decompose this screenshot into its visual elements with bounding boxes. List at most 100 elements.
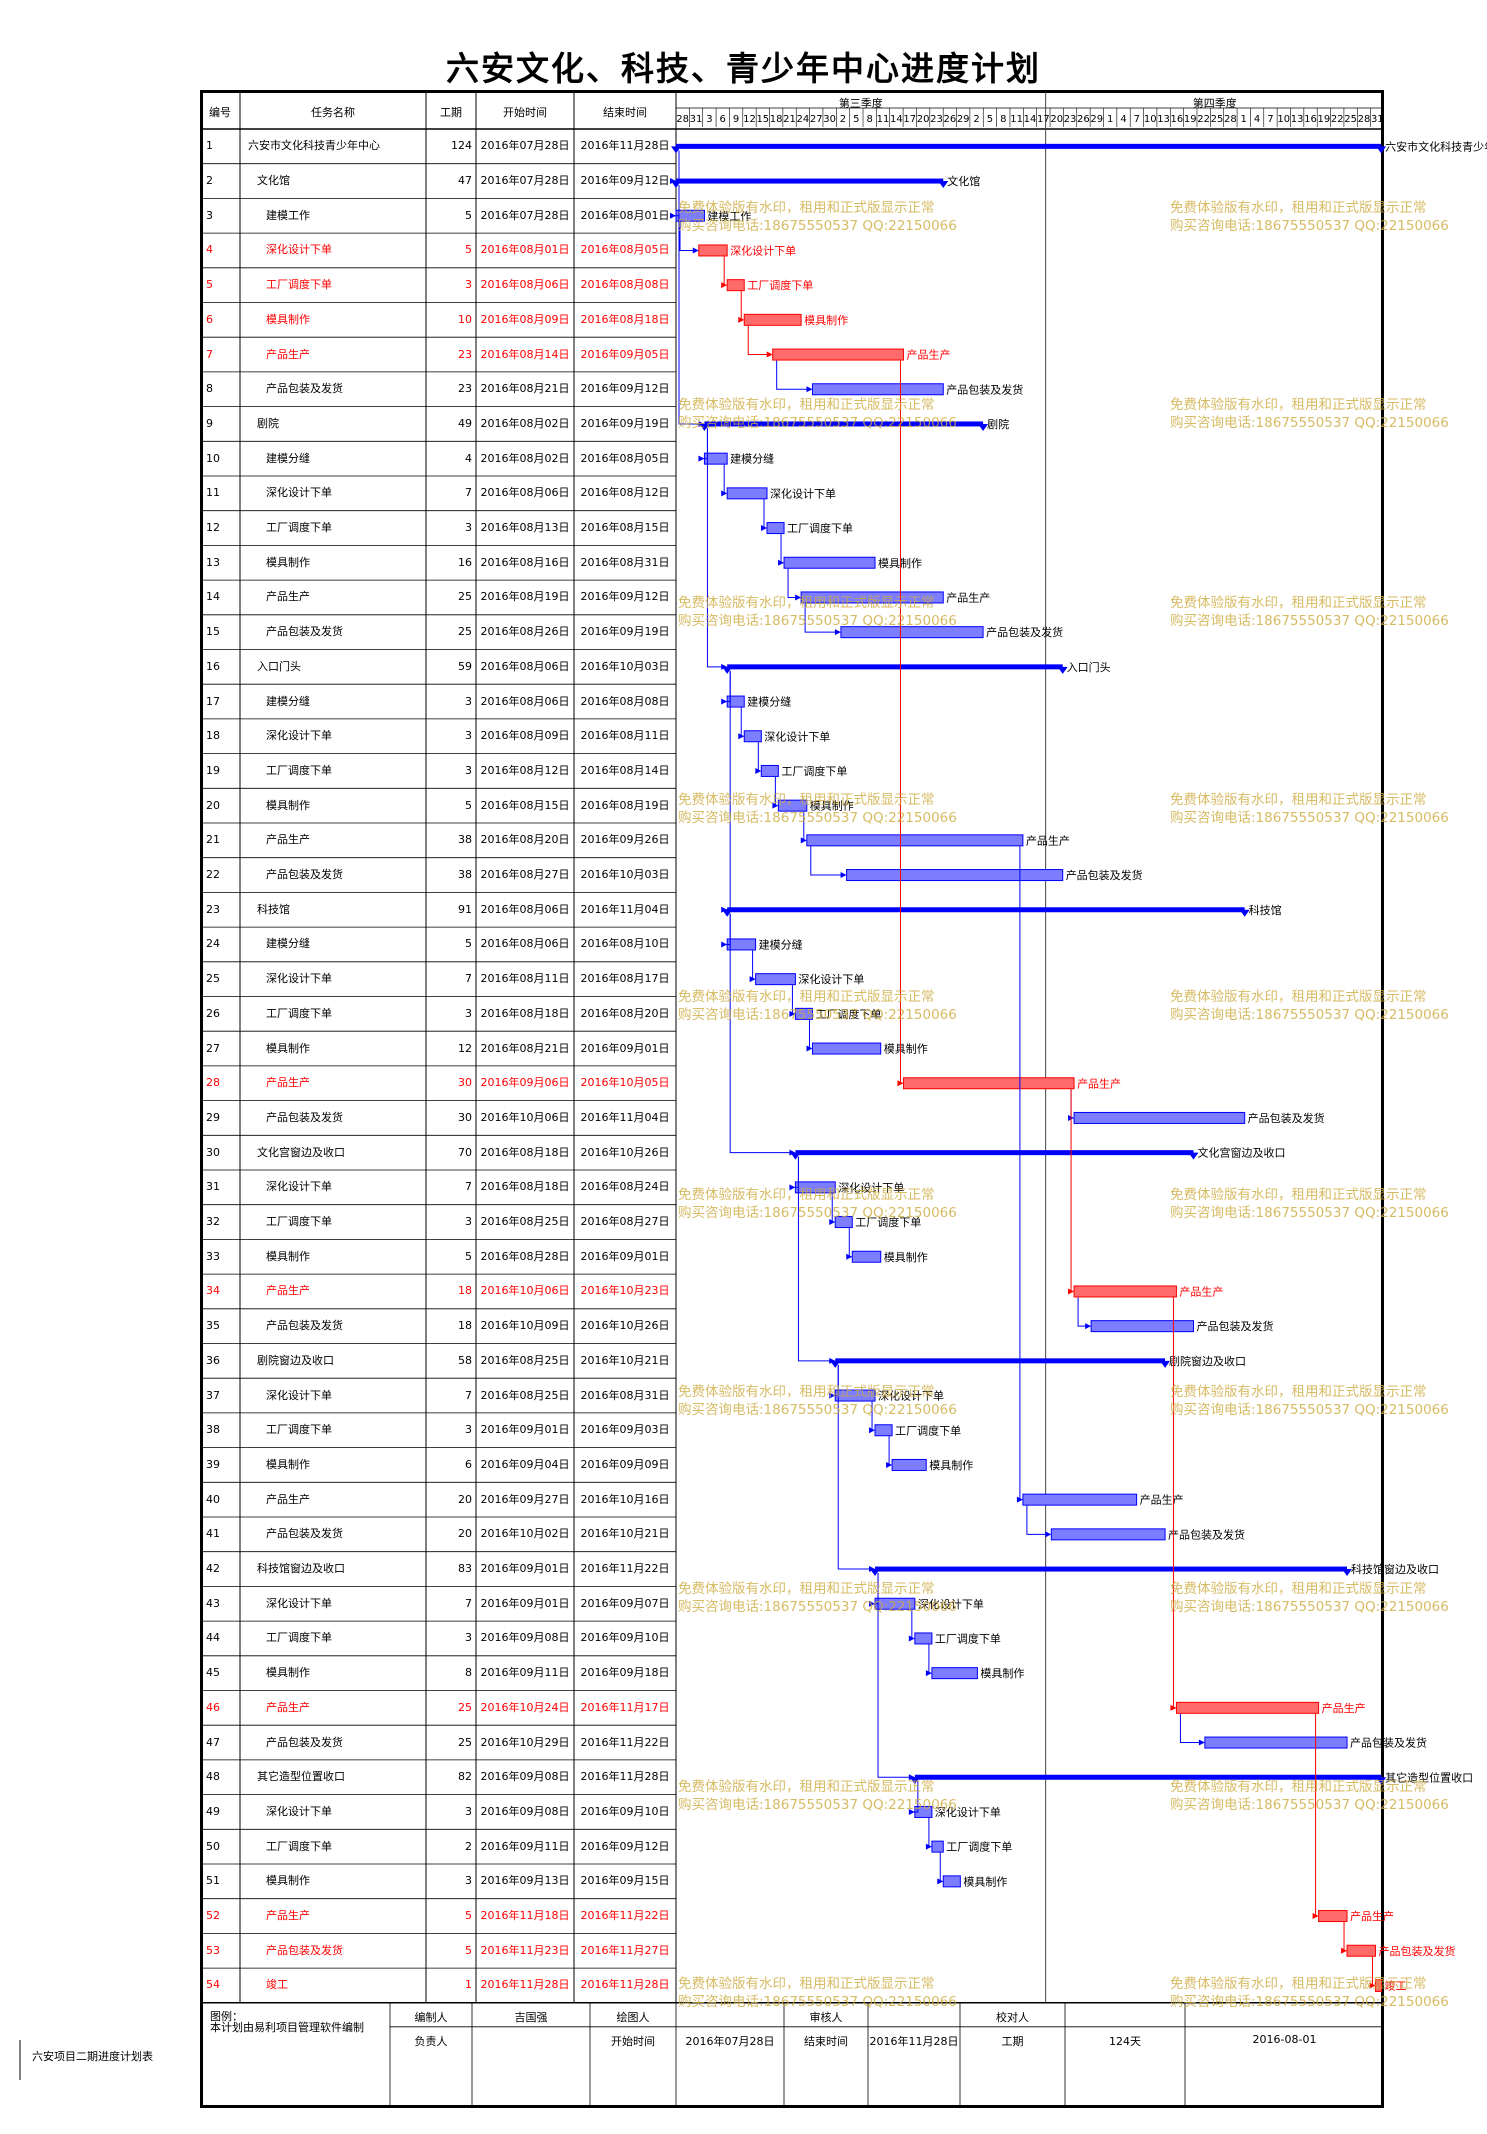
- task-bar: [914, 1632, 933, 1645]
- dependency-link: [928, 1644, 931, 1674]
- task-end: 2016年10月03日: [580, 868, 670, 882]
- bar-label: 产品生产: [1026, 833, 1070, 847]
- task-duration: 2: [465, 1839, 472, 1853]
- dependency-link: [787, 568, 801, 598]
- task-name: 产品包装及发货: [266, 1735, 343, 1749]
- timescale-tick: 28: [1223, 114, 1237, 125]
- dependency-arrow: [1312, 1913, 1319, 1920]
- task-id: 7: [206, 347, 213, 361]
- timescale-tick: 1: [1240, 114, 1247, 125]
- dependency-arrow: [806, 386, 813, 393]
- dependency-arrow: [778, 559, 785, 566]
- task-end: 2016年09月19日: [580, 625, 670, 639]
- timescale-tick: 2: [839, 114, 847, 125]
- task-start: 2016年08月25日: [480, 1353, 570, 1367]
- task-duration: 23: [458, 347, 472, 361]
- task-id: 5: [206, 278, 213, 292]
- task-name: 模具制作: [266, 1874, 310, 1888]
- dependency-arrow: [1369, 1982, 1376, 1989]
- drawer-label: 绘图人: [616, 2010, 650, 2024]
- task-start: 2016年08月18日: [480, 1006, 570, 1020]
- task-end: 2016年10月21日: [580, 1527, 670, 1541]
- task-duration: 5: [465, 208, 472, 222]
- legend-label: 图例：: [210, 2009, 243, 2023]
- bar-label: 产品包装及发货: [1168, 1527, 1245, 1541]
- task-start: 2016年09月01日: [480, 1562, 570, 1576]
- summary-start-marker: [722, 909, 733, 917]
- task-start: 2016年08月06日: [480, 694, 570, 708]
- dependency-arrow: [925, 1843, 932, 1850]
- dependency-arrow: [869, 1427, 876, 1434]
- bar-label: 深化设计下单: [878, 1389, 944, 1403]
- dependency-link: [723, 464, 727, 494]
- task-id: 15: [206, 625, 220, 639]
- dependency-arrow: [789, 1149, 796, 1156]
- task-name: 文化宫窗边及收口: [257, 1145, 345, 1159]
- task-name: 产品生产: [266, 1700, 310, 1714]
- task-id: 30: [206, 1145, 220, 1159]
- task-start: 2016年07月28日: [480, 139, 570, 153]
- summary-start-marker: [671, 146, 681, 154]
- task-start: 2016年08月01日: [480, 243, 570, 257]
- task-start: 2016年09月01日: [480, 1423, 570, 1437]
- task-end: 2016年10月26日: [580, 1319, 670, 1333]
- task-end: 2016年11月22日: [580, 1562, 670, 1576]
- task-end: 2016年09月01日: [580, 1041, 670, 1055]
- dependency-arrow: [670, 212, 676, 219]
- task-duration: 3: [465, 1006, 472, 1020]
- task-name: 其它造型位置收口: [257, 1770, 345, 1784]
- task-duration: 3: [465, 729, 472, 743]
- task-name: 模具制作: [266, 1666, 310, 1680]
- task-duration: 7: [465, 1388, 472, 1402]
- task-duration: 18: [458, 1319, 472, 1333]
- summary-end-marker: [1376, 146, 1387, 154]
- task-start: 2016年08月11日: [480, 972, 570, 986]
- task-bar: [698, 244, 728, 257]
- bar-label: 工厂调度下单: [895, 1423, 961, 1437]
- task-start: 2016年09月11日: [480, 1666, 570, 1680]
- dependency-arrow: [1045, 1531, 1052, 1538]
- task-id: 39: [206, 1457, 220, 1471]
- task-bar: [675, 209, 705, 222]
- bar-label: 产品生产: [906, 348, 950, 362]
- timescale-tick: 9: [732, 114, 740, 125]
- duration-label: 工期: [1001, 2034, 1024, 2048]
- task-duration: 6: [465, 1457, 472, 1471]
- bar-label: 剧院窗边及收口: [1169, 1354, 1246, 1368]
- task-start: 2016年10月06日: [480, 1284, 570, 1298]
- task-end: 2016年11月27日: [580, 1943, 670, 1957]
- task-duration: 3: [465, 278, 472, 292]
- task-bar: [783, 556, 876, 569]
- timescale-tick: 25: [1344, 114, 1357, 125]
- task-id: 14: [206, 590, 220, 604]
- dependency-arrow: [749, 976, 756, 983]
- task-duration: 5: [465, 798, 472, 812]
- timescale-tick: 23: [930, 114, 943, 125]
- timescale-tick: 20: [916, 114, 930, 125]
- task-start: 2016年08月19日: [480, 590, 570, 604]
- task-start: 2016年07月28日: [480, 174, 570, 188]
- task-name: 剧院窗边及收口: [257, 1353, 334, 1367]
- dependency-arrow: [1085, 1323, 1092, 1330]
- dependency-arrow: [738, 316, 745, 323]
- task-id: 22: [206, 868, 220, 882]
- dependency-link: [1371, 1956, 1375, 1986]
- task-duration: 3: [465, 1874, 472, 1888]
- task-duration: 23: [458, 382, 472, 396]
- task-end: 2016年09月07日: [580, 1596, 670, 1610]
- bar-label: 产品生产: [1179, 1284, 1223, 1298]
- task-name: 入口门头: [257, 659, 301, 673]
- bar-label: 文化馆: [947, 174, 980, 188]
- task-name: 工厂调度下单: [266, 1215, 332, 1229]
- dependency-arrow: [721, 941, 728, 948]
- dependency-link: [831, 1193, 835, 1223]
- task-start: 2016年09月13日: [480, 1874, 570, 1888]
- task-id: 12: [206, 521, 220, 535]
- summary-bar: [875, 1566, 1348, 1572]
- task-name: 六安市文化科技青少年中心: [248, 139, 380, 153]
- timescale-tick: 18: [769, 114, 783, 125]
- task-start: 2016年08月06日: [480, 659, 570, 673]
- task-name: 工厂调度下单: [266, 1839, 332, 1853]
- dependency-link: [899, 360, 903, 1084]
- task-start: 2016年09月06日: [480, 1076, 570, 1090]
